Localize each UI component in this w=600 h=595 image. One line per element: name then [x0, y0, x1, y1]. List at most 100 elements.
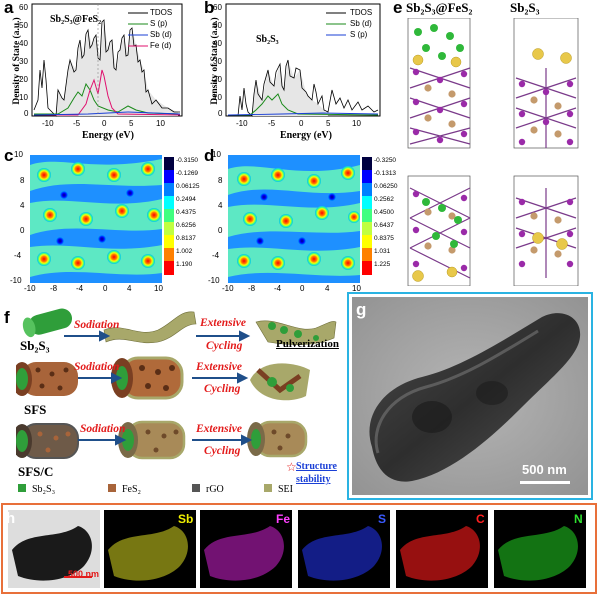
panel-d-cb-5: 0.6437	[374, 222, 394, 229]
panel-b-xtick: 5	[326, 119, 331, 128]
panel-d-ytick: 0	[218, 226, 223, 235]
panel-g-scalebar-label: 500 nm	[522, 462, 567, 477]
panel-g-tem-image	[352, 297, 588, 495]
panel-f-row3-name: SFS/C	[18, 464, 54, 479]
panel-d-cb-0: -0.3250	[374, 157, 397, 164]
panel-d-xtick: -10	[222, 284, 234, 293]
panel-label-h: h	[6, 510, 16, 527]
panel-c-ytick: 4	[20, 201, 25, 210]
panel-d-ytick: 4	[218, 201, 223, 210]
panel-h-label-fe: Fe	[276, 512, 291, 526]
panel-a-xtick: -5	[73, 119, 81, 128]
panel-a-xtick: 0	[102, 119, 107, 128]
panel-c-cb-5: 0.6256	[176, 222, 196, 229]
panel-label-c: c	[4, 146, 14, 165]
panel-c-ytick: -4	[14, 251, 22, 260]
panel-h-map-c	[396, 510, 488, 588]
panel-a-legend-sp: S (p)	[150, 19, 168, 28]
panel-c-cb-0: -0.3150	[176, 157, 199, 164]
panel-a-ytick: 50	[19, 21, 28, 30]
panel-a-ytick: 0	[24, 109, 29, 118]
panel-label-g: g	[356, 300, 367, 319]
panel-c-xtick: -4	[76, 284, 84, 293]
panel-f-star-icon: ☆	[286, 460, 297, 474]
panel-d-xtick: 10	[352, 284, 361, 293]
panel-c-colorbar	[164, 157, 174, 275]
panel-d-ytick: -4	[212, 251, 220, 260]
panel-c-cb-2: 0.06125	[176, 183, 200, 190]
panel-a-xtick: 5	[129, 119, 134, 128]
panel-d-cb-7: 1.031	[374, 248, 391, 255]
panel-b-ytick: 50	[213, 21, 222, 30]
panel-label-d: d	[204, 146, 215, 165]
panel-d-xtick: 4	[325, 284, 330, 293]
panel-b-ytick: 30	[213, 57, 222, 66]
panel-d-cb-2: 0.06250	[374, 183, 398, 190]
panel-b-xtick: -5	[268, 119, 276, 128]
panel-a-ytick: 40	[19, 39, 28, 48]
panel-a-ytick: 30	[19, 57, 28, 66]
panel-f-legend-rgo: rGO	[206, 484, 224, 495]
panel-a-legend-tdos: TDOS	[150, 8, 173, 17]
panel-b-xtick: 10	[352, 119, 361, 128]
panel-a-xlabel: Energy (eV)	[82, 130, 134, 141]
panel-b-xtick: 0	[299, 119, 304, 128]
panel-c-contour-map	[30, 155, 162, 283]
panel-b-xlabel: Energy (eV)	[280, 130, 332, 141]
panel-d-cb-1: -0.1313	[374, 170, 397, 177]
panel-h-map-sb	[104, 510, 196, 588]
panel-e-left-title: Sb₂S₃@FeS₂	[406, 0, 473, 15]
panel-h-map-n	[494, 510, 586, 588]
panel-f-row3-cycling: Cycling	[204, 445, 241, 457]
panel-f-legend-sb2s3: Sb₂S₃	[32, 484, 56, 495]
panel-c-xtick: -10	[24, 284, 36, 293]
panel-f-pulverization: Pulverization	[276, 338, 339, 350]
panel-a-xtick: 10	[156, 119, 165, 128]
panel-c-cb-8: 1.190	[176, 261, 193, 268]
panel-f-row1-cycling: Cycling	[206, 340, 243, 352]
panel-h-label-sb: Sb	[178, 512, 194, 526]
panel-f-row3-extensive: Extensive	[196, 423, 242, 435]
panel-f-schematic	[16, 308, 337, 492]
panel-c-cb-4: 0.4375	[176, 209, 196, 216]
panel-b-ytick: 40	[213, 39, 222, 48]
panel-d-ytick: -10	[208, 276, 220, 285]
panel-a-legend-fed: Fe (d)	[150, 41, 172, 50]
panel-e-crystal-structures	[407, 18, 579, 286]
panel-c-cb-3: 0.2494	[176, 196, 196, 203]
panel-b-legend-tdos: TDOS	[350, 8, 373, 17]
panel-c-ytick: 10	[14, 150, 23, 159]
panel-label-f: f	[4, 308, 10, 327]
panel-a-ytick: 10	[19, 93, 28, 102]
panel-d-xtick: -8	[248, 284, 256, 293]
panel-b-ytick: 0	[218, 109, 223, 118]
panel-h-label-c: C	[476, 512, 485, 526]
panel-a-inset-label: Sb₂S₃@FeS₂	[50, 14, 102, 25]
panel-c-xtick: -8	[50, 284, 58, 293]
panel-h-label-n: N	[574, 512, 583, 526]
panel-f-row2-extensive: Extensive	[196, 361, 242, 373]
panel-f-structure-stability: Structure stability	[296, 461, 337, 485]
panel-b-ytick: 20	[213, 75, 222, 84]
panel-d-cb-4: 0.4500	[374, 209, 394, 216]
panel-a-xtick: -10	[42, 119, 54, 128]
panel-e-right-title: Sb₂S₃	[510, 0, 540, 15]
panel-c-xtick: 4	[127, 284, 132, 293]
panel-b-xtick: -10	[236, 119, 248, 128]
panel-f-row1-name: Sb₂S₃	[20, 338, 50, 353]
panel-c-cb-7: 1.002	[176, 248, 193, 255]
panel-h-tem-map	[8, 510, 100, 588]
panel-d-ytick: 8	[218, 176, 223, 185]
panel-h-scalebar-label: 500 nm	[68, 569, 100, 579]
panel-f-legend-sei: SEI	[278, 484, 293, 495]
panel-a-ytick: 60	[19, 3, 28, 12]
panel-f-row1-sodiation: Sodiation	[74, 319, 120, 331]
panel-a-ytick: 20	[19, 75, 28, 84]
panel-h-map-fe	[200, 510, 292, 588]
panel-b-ytick: 60	[213, 3, 222, 12]
panel-label-a: a	[4, 0, 14, 17]
panel-f-row3-sodiation: Sodiation	[80, 423, 126, 435]
panel-d-colorbar	[362, 157, 372, 275]
panel-h-label-s: S	[378, 512, 387, 526]
panel-f-row2-sodiation: Sodiation	[74, 361, 120, 373]
